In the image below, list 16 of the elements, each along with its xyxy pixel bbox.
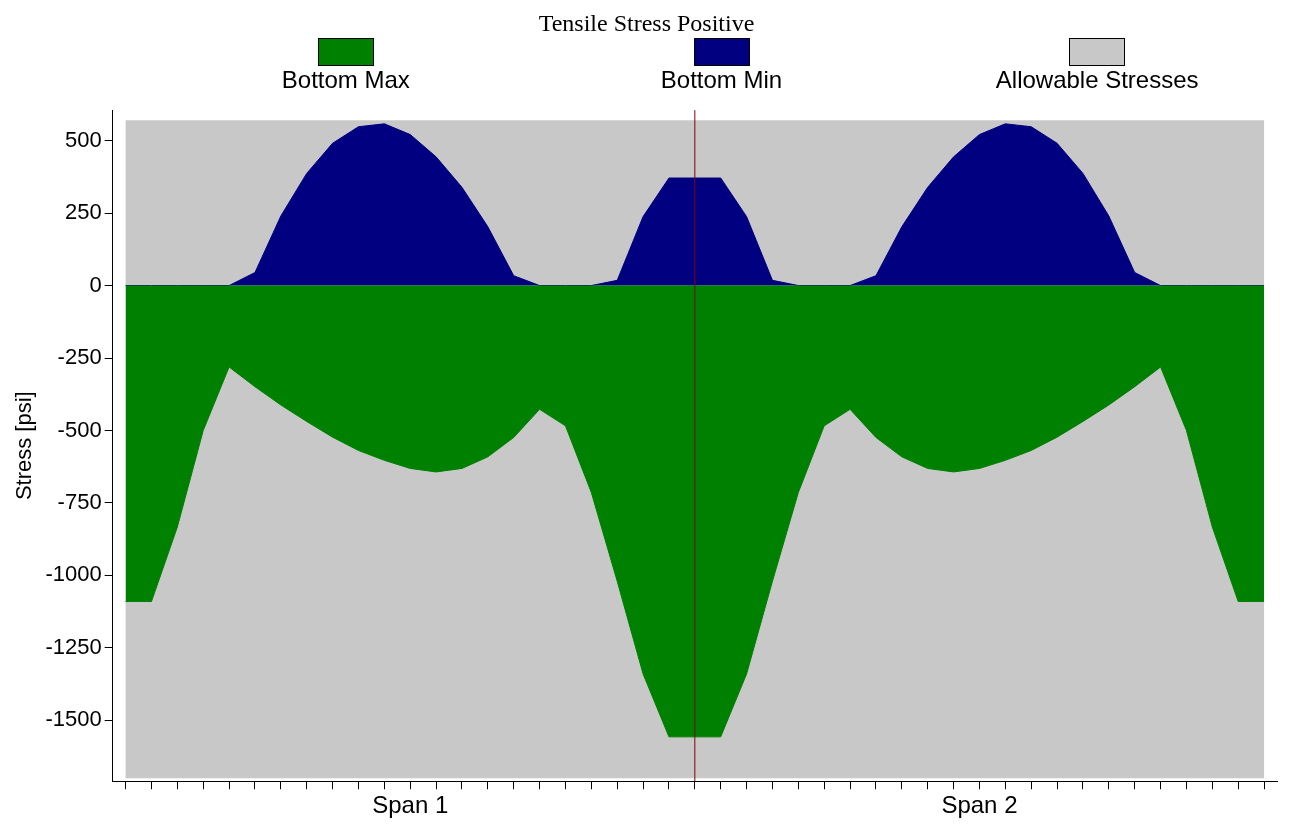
y-tick-label: 0 [89, 271, 102, 297]
y-axis-title: Stress [psi] [11, 391, 37, 501]
x-tick-label: Span 2 [941, 791, 1018, 819]
y-tick-label: 500 [64, 126, 102, 152]
chart-title: Tensile Stress Positive [537, 9, 756, 38]
legend-label: Bottom Min [660, 66, 783, 94]
y-tick-label: -750 [57, 489, 102, 515]
legend-label: Bottom Max [281, 66, 410, 94]
y-tick-label: -1000 [45, 561, 102, 587]
x-tick-label: Span 1 [372, 791, 449, 819]
y-tick-label: 250 [64, 199, 102, 225]
y-tick-label: -1250 [45, 633, 102, 659]
y-tick-label: -500 [57, 416, 102, 442]
y-tick-label: -250 [57, 344, 102, 370]
band-label: Allowable Stresses [995, 66, 1199, 94]
y-tick-label: -1500 [45, 706, 102, 732]
